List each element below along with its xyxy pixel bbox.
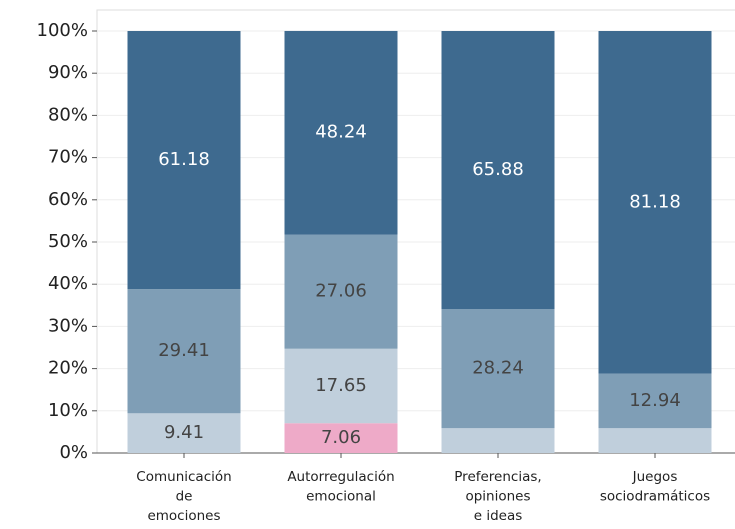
- value-label: 48.24: [315, 122, 367, 143]
- value-label: 28.24: [472, 358, 524, 379]
- y-tick-label: 90%: [48, 62, 88, 83]
- bar-segment: [598, 373, 712, 429]
- y-tick-label: 70%: [48, 147, 88, 168]
- y-tick-label: 50%: [48, 231, 88, 252]
- bar-segment: [284, 348, 398, 424]
- bar-segment: [127, 31, 241, 290]
- y-tick-label: 30%: [48, 315, 88, 336]
- y-tick-label: 40%: [48, 273, 88, 294]
- value-label: 17.65: [315, 375, 367, 396]
- y-tick-label: 0%: [59, 442, 88, 463]
- y-tick-label: 20%: [48, 358, 88, 379]
- bar-segment: [441, 309, 555, 429]
- value-label: 7.06: [321, 427, 361, 448]
- value-label: 12.94: [629, 390, 681, 411]
- bar-segment: [284, 234, 398, 349]
- x-tick-line: Preferencias,: [454, 469, 541, 485]
- x-tick-line: emocional: [306, 489, 376, 505]
- bar-segment: [441, 31, 555, 310]
- value-label: 81.18: [629, 191, 681, 212]
- x-tick-label: Juegos sociodramáticos: [600, 469, 710, 505]
- y-tick-label: 100%: [37, 20, 88, 41]
- bar-segment: [598, 31, 712, 374]
- x-tick-label: Preferencias, opiniones e ideas: [454, 469, 541, 524]
- bar-segment: [127, 289, 241, 414]
- x-tick-line: Comunicación: [136, 469, 231, 485]
- x-tick-label: Comunicación de emociones: [136, 469, 231, 524]
- x-tick-line: de: [176, 489, 193, 505]
- bar-segment: [598, 428, 712, 453]
- x-tick-line: emociones: [147, 508, 220, 524]
- x-tick-line: opiniones: [465, 489, 530, 505]
- x-tick-label: Autorregulación emocional: [287, 469, 394, 505]
- bar-segment: [127, 413, 241, 453]
- value-label: 61.18: [158, 149, 210, 170]
- x-tick-line: e ideas: [474, 508, 523, 524]
- bar-segment: [284, 30, 398, 235]
- x-tick-line: sociodramáticos: [600, 489, 710, 505]
- bar-segment: [441, 428, 555, 453]
- y-tick-label: 60%: [48, 189, 88, 210]
- value-label: 27.06: [315, 281, 367, 302]
- x-tick-line: Autorregulación: [287, 469, 394, 485]
- value-label: 29.41: [158, 340, 210, 361]
- bar-segment: [284, 423, 398, 453]
- y-tick-label: 80%: [48, 104, 88, 125]
- value-label: 65.88: [472, 159, 524, 180]
- value-label: 9.41: [164, 422, 204, 443]
- y-tick-label: 10%: [48, 400, 88, 421]
- x-tick-line: Juegos: [632, 469, 678, 485]
